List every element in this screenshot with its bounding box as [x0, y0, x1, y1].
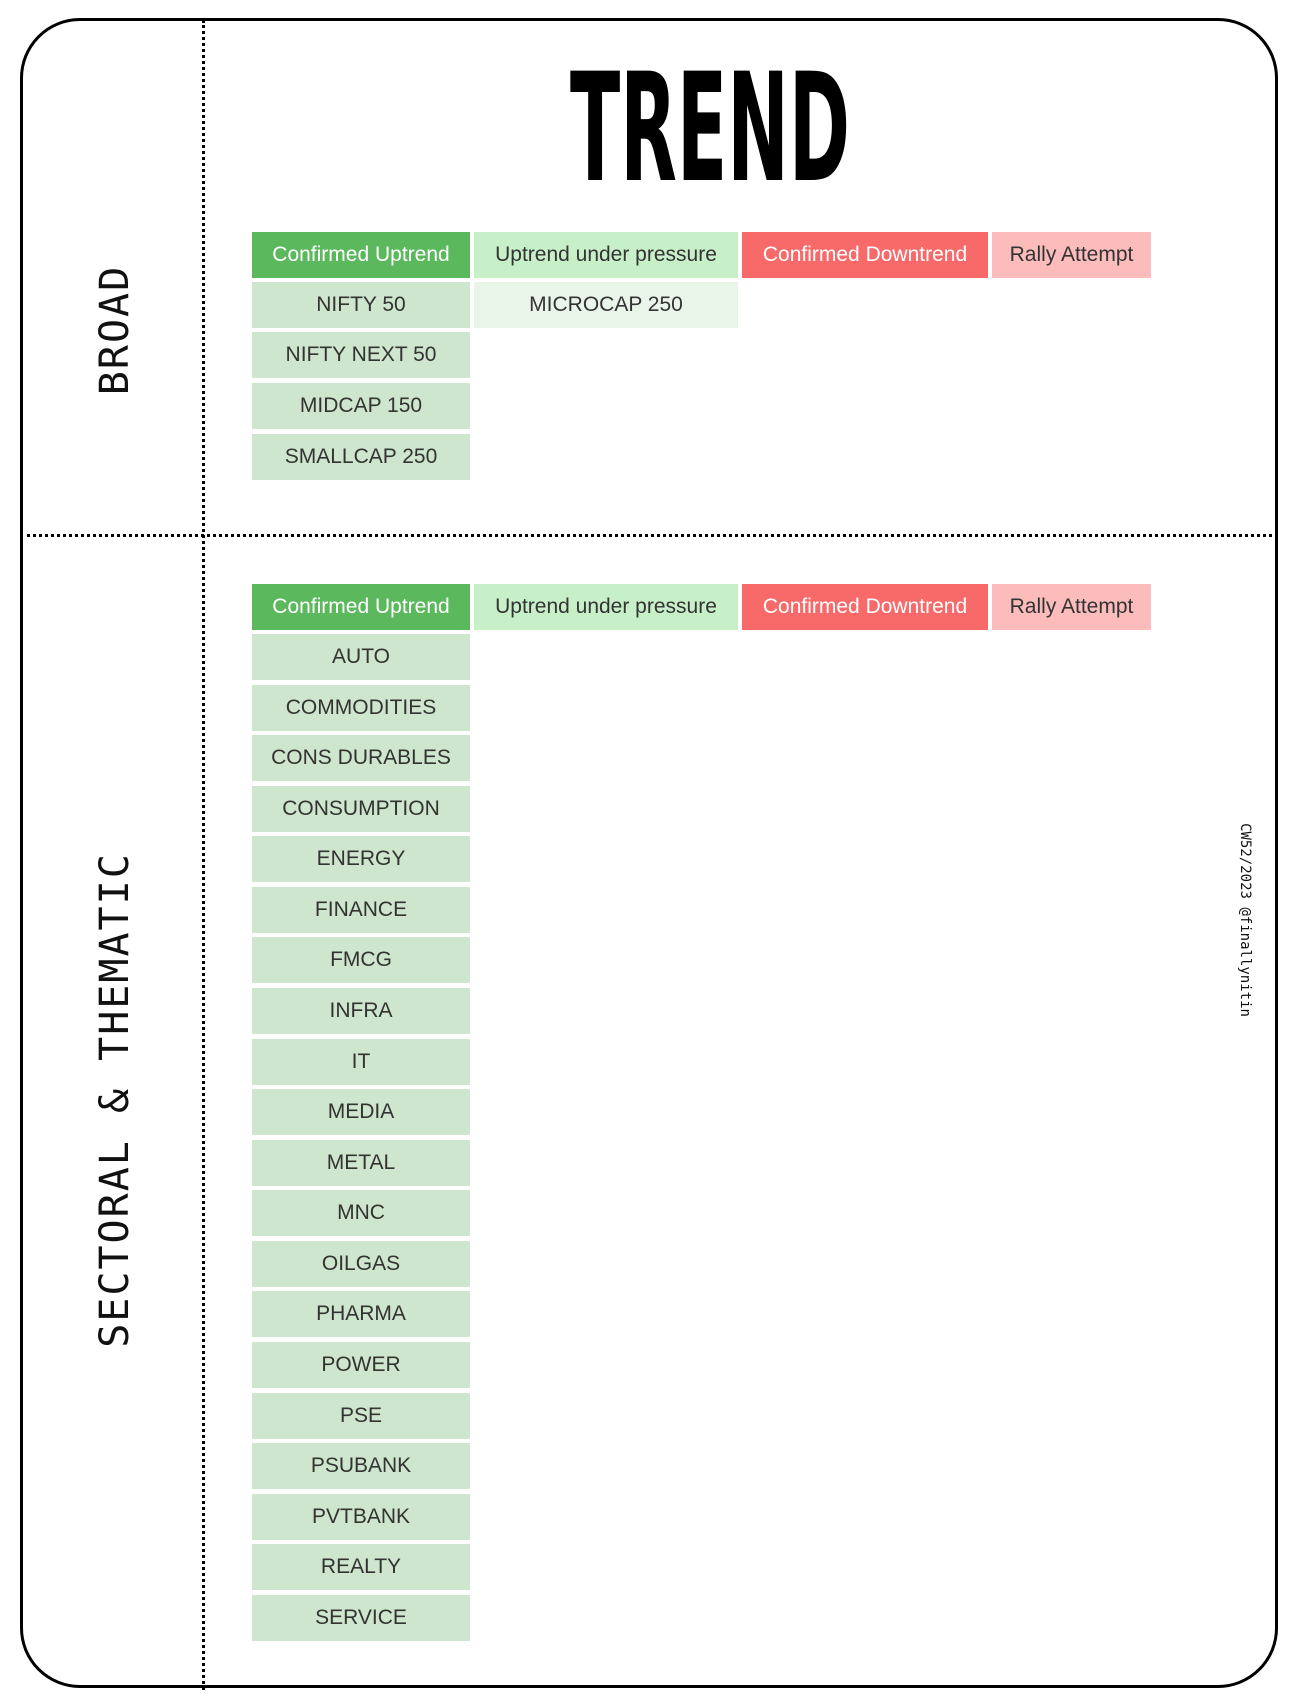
sectoral-uptrend-item: ENERGY	[252, 836, 470, 882]
broad-label-text: BROAD	[92, 264, 139, 396]
sectoral-uptrend-item: IT	[252, 1039, 470, 1085]
sectoral-section-label: SECTORAL & THEMATIC	[92, 852, 138, 1348]
page-title-text: TREND	[570, 42, 850, 200]
watermark: CW52/2023 @finallynitin	[1230, 810, 1260, 1030]
watermark-text: CW52/2023 @finallynitin	[1237, 823, 1253, 1017]
sectoral-header-confirmed-uptrend: Confirmed Uptrend	[252, 584, 470, 630]
vertical-divider	[202, 20, 205, 1690]
sectoral-uptrend-item: PVTBANK	[252, 1494, 470, 1540]
broad-header-rally-attempt: Rally Attempt	[992, 232, 1151, 278]
sectoral-uptrend-item: AUTO	[252, 634, 470, 680]
broad-uptrend-item: NIFTY NEXT 50	[252, 332, 470, 378]
page-title: TREND	[520, 40, 900, 200]
sectoral-uptrend-item: COMMODITIES	[252, 685, 470, 731]
sectoral-uptrend-item: POWER	[252, 1342, 470, 1388]
sectoral-uptrend-item: SERVICE	[252, 1595, 470, 1641]
sectoral-uptrend-item: CONS DURABLES	[252, 735, 470, 781]
broad-header-confirmed-uptrend: Confirmed Uptrend	[252, 232, 470, 278]
sectoral-uptrend-item: METAL	[252, 1140, 470, 1186]
sectoral-uptrend-item: PSUBANK	[252, 1443, 470, 1489]
sectoral-uptrend-item: OILGAS	[252, 1241, 470, 1287]
sectoral-header-rally-attempt: Rally Attempt	[992, 584, 1151, 630]
sectoral-uptrend-item: PHARMA	[252, 1291, 470, 1337]
broad-uptrend-item: SMALLCAP 250	[252, 434, 470, 480]
broad-header-confirmed-downtrend: Confirmed Downtrend	[742, 232, 988, 278]
broad-uptrend-item: MIDCAP 150	[252, 383, 470, 429]
broad-header-uptrend-under-pressure: Uptrend under pressure	[474, 232, 738, 278]
broad-section-label: BROAD	[92, 180, 139, 480]
broad-pressure-item: MICROCAP 250	[474, 282, 738, 328]
sectoral-uptrend-item: FMCG	[252, 937, 470, 983]
sectoral-uptrend-item: MEDIA	[252, 1089, 470, 1135]
sectoral-uptrend-item: FINANCE	[252, 887, 470, 933]
sectoral-header-confirmed-downtrend: Confirmed Downtrend	[742, 584, 988, 630]
broad-uptrend-item: NIFTY 50	[252, 282, 470, 328]
sectoral-uptrend-item: REALTY	[252, 1544, 470, 1590]
sectoral-header-uptrend-under-pressure: Uptrend under pressure	[474, 584, 738, 630]
horizontal-divider	[20, 534, 1278, 537]
sectoral-uptrend-item: INFRA	[252, 988, 470, 1034]
sectoral-uptrend-item: CONSUMPTION	[252, 786, 470, 832]
sectoral-label-text: SECTORAL & THEMATIC	[92, 852, 138, 1348]
sectoral-uptrend-item: MNC	[252, 1190, 470, 1236]
sectoral-uptrend-item: PSE	[252, 1393, 470, 1439]
